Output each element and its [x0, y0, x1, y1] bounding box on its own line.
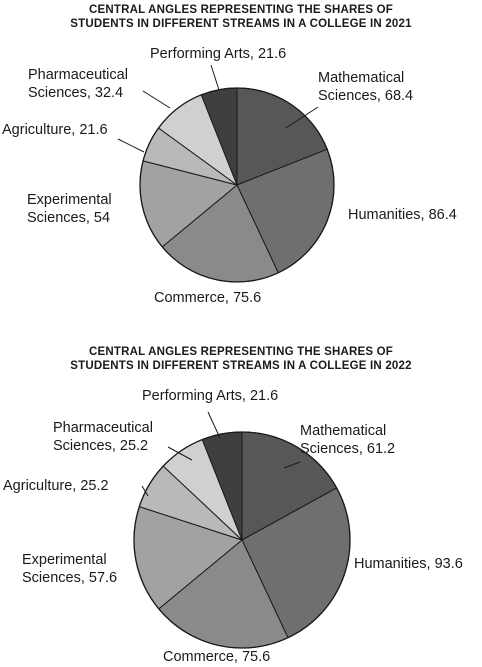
chart-title-line: STUDENTS IN DIFFERENT STREAMS IN A COLLE…: [70, 18, 412, 30]
slice-label: Agriculture, 25.2: [3, 478, 109, 494]
slice-label: Performing Arts, 21.6: [150, 46, 286, 62]
pie-outline: [139, 87, 335, 283]
slice-label-line: Experimental: [27, 192, 112, 208]
slice-label-line: Experimental: [22, 552, 107, 568]
slice-label-line: Agriculture, 21.6: [2, 122, 108, 138]
pie-chart-2021: Mathematical Sciences, 68.4 Humanities, 86…: [2, 46, 457, 306]
slice-label: Experimental Sciences, 57.6: [22, 552, 117, 586]
slice-label-line: Sciences, 25.2: [53, 438, 148, 454]
slice-label: Commerce, 75.6: [163, 649, 270, 665]
slice-label-line: Sciences, 54: [27, 210, 110, 226]
slice-label: Pharmaceutical Sciences, 32.4: [28, 67, 128, 101]
slice-label: Commerce, 75.6: [154, 290, 261, 306]
leader-line: [210, 64, 220, 91]
chart-title-line: CENTRAL ANGLES REPRESENTING THE SHARES O…: [88, 4, 394, 16]
slice-label-line: Mathematical: [300, 423, 386, 439]
slice-label-line: Performing Arts, 21.6: [142, 388, 278, 404]
leader-line: [167, 446, 193, 461]
slice-label-line: Mathematical: [318, 70, 404, 86]
pie-chart-2022: Mathematical Sciences, 61.2 Humanities, 93…: [3, 388, 463, 665]
slice-label: Mathematical Sciences, 61.2: [300, 423, 395, 457]
leader-line: [141, 485, 149, 497]
slice-label: Agriculture, 21.6: [2, 122, 108, 138]
chart-title-2021: CENTRAL ANGLES REPRESENTING THE SHARES O…: [0, 3, 482, 31]
slice-label-line: Agriculture, 25.2: [3, 478, 109, 494]
slice-label-line: Sciences, 32.4: [28, 85, 123, 101]
leader-line: [283, 461, 301, 469]
slice-label-line: Commerce, 75.6: [154, 290, 261, 306]
slice-label: Humanities, 93.6: [354, 556, 463, 572]
slice-label: Mathematical Sciences, 68.4: [318, 70, 413, 104]
pie-outline: [133, 431, 351, 649]
slice-label-line: Pharmaceutical: [53, 420, 153, 436]
chart-title-line: CENTRAL ANGLES REPRESENTING THE SHARES O…: [88, 346, 394, 358]
slice-label-line: Pharmaceutical: [28, 67, 128, 83]
leader-line: [117, 138, 145, 153]
slice-label: Experimental Sciences, 54: [27, 192, 112, 226]
leader-line: [142, 90, 171, 109]
slice-label-line: Performing Arts, 21.6: [150, 46, 286, 62]
slice-label: Pharmaceutical Sciences, 25.2: [53, 420, 153, 454]
slice-label: Performing Arts, 21.6: [142, 388, 278, 404]
slice-label-line: Sciences, 57.6: [22, 570, 117, 586]
slice-label-line: Sciences, 68.4: [318, 88, 413, 104]
chart-title-line: STUDENTS IN DIFFERENT STREAMS IN A COLLE…: [70, 360, 412, 372]
slice-label-line: Sciences, 61.2: [300, 441, 395, 457]
slice-label-line: Humanities, 93.6: [354, 556, 463, 572]
leader-line: [207, 411, 221, 439]
chart-title-2022: CENTRAL ANGLES REPRESENTING THE SHARES O…: [0, 345, 482, 373]
slice-label-line: Commerce, 75.6: [163, 649, 270, 665]
slice-label-line: Humanities, 86.4: [348, 207, 457, 223]
slice-label: Humanities, 86.4: [348, 207, 457, 223]
leader-line: [285, 106, 319, 129]
